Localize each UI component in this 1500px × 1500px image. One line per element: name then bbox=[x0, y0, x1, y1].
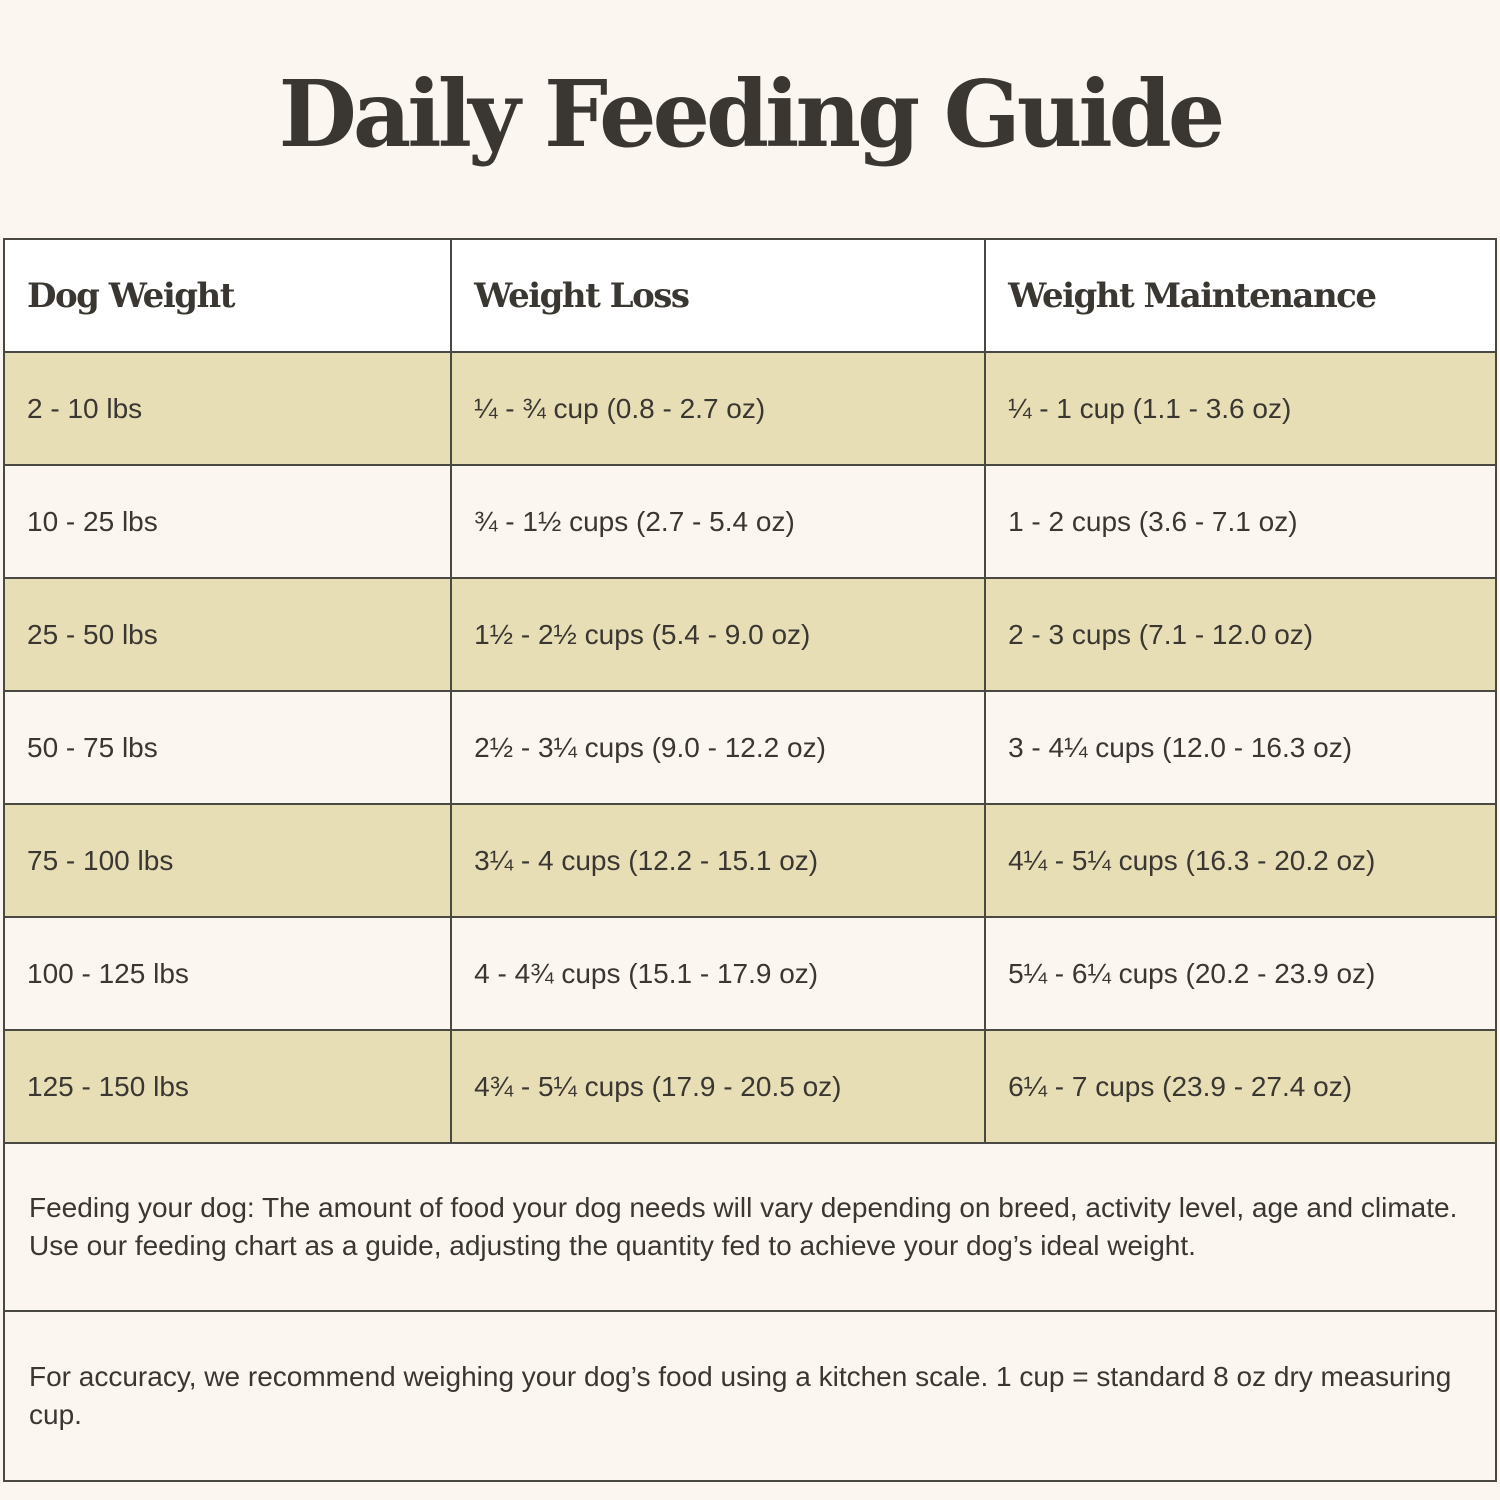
cell-dog-weight: 50 - 75 lbs bbox=[2, 690, 453, 805]
cell-weight-maintenance: 5¼ - 6¼ cups (20.2 - 23.9 oz) bbox=[984, 916, 1497, 1031]
table-row: 100 - 125 lbs 4 - 4¾ cups (15.1 - 17.9 o… bbox=[2, 916, 1497, 1031]
cell-weight-maintenance: 6¼ - 7 cups (23.9 - 27.4 oz) bbox=[984, 1029, 1497, 1144]
cell-dog-weight: 125 - 150 lbs bbox=[2, 1029, 453, 1144]
cell-weight-maintenance: ¼ - 1 cup (1.1 - 3.6 oz) bbox=[984, 351, 1497, 466]
cell-weight-loss: 3¼ - 4 cups (12.2 - 15.1 oz) bbox=[450, 803, 987, 918]
accuracy-note-row: For accuracy, we recommend weighing your… bbox=[3, 1310, 1497, 1482]
cell-weight-maintenance: 4¼ - 5¼ cups (16.3 - 20.2 oz) bbox=[984, 803, 1497, 918]
cell-dog-weight: 2 - 10 lbs bbox=[2, 351, 453, 466]
header-dog-weight: Dog Weight bbox=[2, 238, 453, 353]
cell-weight-maintenance: 1 - 2 cups (3.6 - 7.1 oz) bbox=[984, 464, 1497, 579]
table-row: 75 - 100 lbs 3¼ - 4 cups (12.2 - 15.1 oz… bbox=[2, 803, 1497, 918]
feeding-note: Feeding your dog: The amount of food you… bbox=[3, 1142, 1497, 1312]
cell-weight-loss: 4¾ - 5¼ cups (17.9 - 20.5 oz) bbox=[450, 1029, 987, 1144]
cell-dog-weight: 75 - 100 lbs bbox=[2, 803, 453, 918]
table-row: 10 - 25 lbs ¾ - 1½ cups (2.7 - 5.4 oz) 1… bbox=[2, 464, 1497, 579]
cell-weight-loss: 2½ - 3¼ cups (9.0 - 12.2 oz) bbox=[450, 690, 987, 805]
header-weight-maintenance: Weight Maintenance bbox=[984, 238, 1497, 353]
cell-weight-maintenance: 2 - 3 cups (7.1 - 12.0 oz) bbox=[984, 577, 1497, 692]
cell-weight-loss: ¾ - 1½ cups (2.7 - 5.4 oz) bbox=[450, 464, 987, 579]
cell-dog-weight: 100 - 125 lbs bbox=[2, 916, 453, 1031]
cell-dog-weight: 25 - 50 lbs bbox=[2, 577, 453, 692]
feeding-note-row: Feeding your dog: The amount of food you… bbox=[3, 1142, 1497, 1312]
table-row: 25 - 50 lbs 1½ - 2½ cups (5.4 - 9.0 oz) … bbox=[2, 577, 1497, 692]
header-weight-loss: Weight Loss bbox=[450, 238, 987, 353]
page-title: Daily Feeding Guide bbox=[278, 59, 1226, 168]
table-row: 125 - 150 lbs 4¾ - 5¼ cups (17.9 - 20.5 … bbox=[2, 1029, 1497, 1144]
feeding-table: Dog Weight Weight Loss Weight Maintenanc… bbox=[2, 238, 1497, 1482]
accuracy-note: For accuracy, we recommend weighing your… bbox=[3, 1310, 1497, 1482]
cell-weight-maintenance: 3 - 4¼ cups (12.0 - 16.3 oz) bbox=[984, 690, 1497, 805]
table-row: 50 - 75 lbs 2½ - 3¼ cups (9.0 - 12.2 oz)… bbox=[2, 690, 1497, 805]
cell-dog-weight: 10 - 25 lbs bbox=[2, 464, 453, 579]
table-row: 2 - 10 lbs ¼ - ¾ cup (0.8 - 2.7 oz) ¼ - … bbox=[2, 351, 1497, 466]
cell-weight-loss: 4 - 4¾ cups (15.1 - 17.9 oz) bbox=[450, 916, 987, 1031]
cell-weight-loss: ¼ - ¾ cup (0.8 - 2.7 oz) bbox=[450, 351, 987, 466]
cell-weight-loss: 1½ - 2½ cups (5.4 - 9.0 oz) bbox=[450, 577, 987, 692]
table-header-row: Dog Weight Weight Loss Weight Maintenanc… bbox=[2, 238, 1497, 353]
